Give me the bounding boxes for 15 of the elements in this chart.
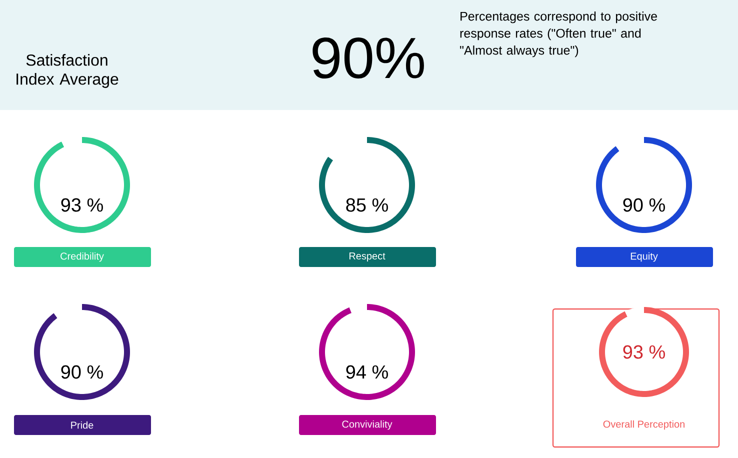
- text: Overall Perception: [603, 420, 684, 430]
- text: Credibility: [60, 252, 104, 262]
- data-label: 93 %: [61, 198, 103, 212]
- data-label: 90 %: [623, 198, 665, 212]
- data-label: 94 %: [346, 365, 388, 379]
- text: Equity: [630, 252, 658, 262]
- text: Percentages correspond to positive response rates ("Often true" and "Almost always true"): [460, 12, 657, 58]
- text: Respect: [349, 252, 386, 262]
- text: Satisfaction Index Average: [16, 54, 118, 88]
- text: Conviviality: [342, 420, 392, 430]
- text: Pride: [71, 421, 94, 429]
- data-label: 90 %: [61, 365, 103, 379]
- data-label: 93 %: [623, 345, 665, 359]
- data-label: 85 %: [346, 198, 388, 212]
- data-label: 90%: [312, 37, 424, 79]
